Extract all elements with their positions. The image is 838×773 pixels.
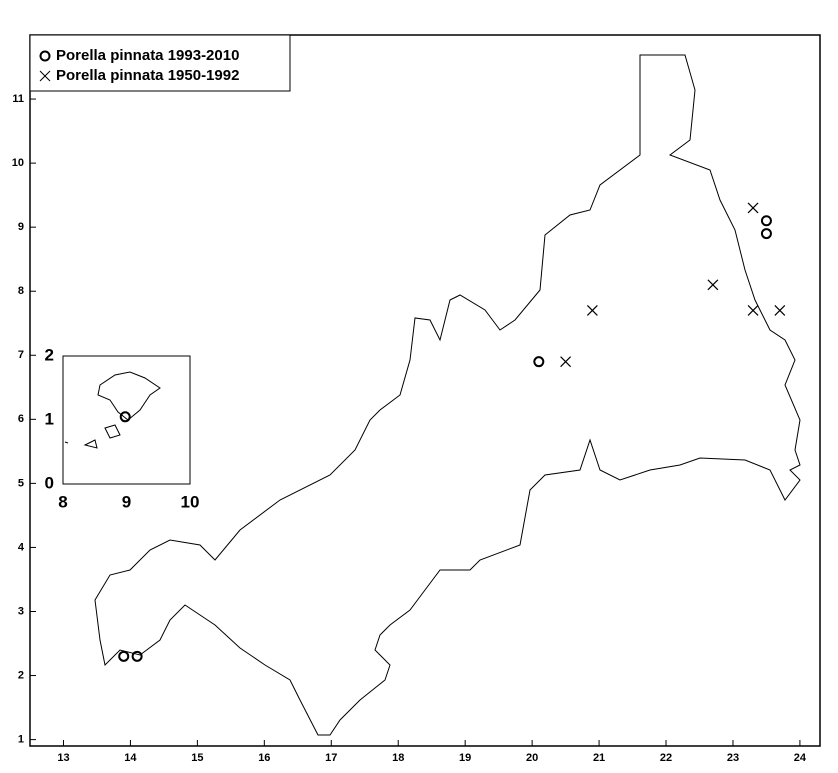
y-tick-label: 1: [18, 734, 24, 746]
cross-marker: [747, 202, 759, 214]
x-tick-label: 24: [794, 752, 807, 764]
circle-marker: [118, 650, 130, 662]
x-tick-label: 9: [122, 492, 131, 511]
legend: [29, 34, 291, 92]
y-tick-label: 2: [45, 345, 54, 364]
inset-islands: [64, 371, 161, 449]
x-tick-label: 18: [392, 752, 404, 764]
x-tick-label: 22: [660, 752, 672, 764]
y-tick-label: 6: [18, 413, 24, 425]
y-tick-label: 11: [12, 93, 24, 105]
y-tick-label: 3: [18, 605, 24, 617]
circle-marker: [760, 215, 772, 227]
y-tick-label: 2: [18, 669, 24, 681]
y-tick-label: 0: [45, 473, 54, 492]
x-tick-label: 16: [258, 752, 270, 764]
y-tick-label: 7: [18, 349, 24, 361]
x-tick-label: 10: [181, 492, 200, 511]
x-tick-label: 19: [459, 752, 471, 764]
x-tick-label: 23: [727, 752, 739, 764]
y-tick-label: 9: [18, 221, 24, 233]
cross-marker: [747, 305, 759, 316]
x-tick-label: 8: [58, 492, 67, 511]
cross-marker: [560, 356, 572, 368]
y-tick-label: 5: [18, 477, 24, 489]
circle-marker: [760, 228, 772, 240]
y-tick-label: 4: [18, 541, 25, 553]
x-tick-label: 21: [593, 752, 605, 764]
legend-marker: [39, 50, 51, 62]
x-tick-label: 14: [124, 752, 137, 764]
legend-marker: [39, 70, 51, 82]
coastline: [94, 54, 801, 736]
circle-marker: [533, 356, 545, 368]
cross-marker: [707, 279, 719, 291]
inset-frame: [62, 355, 191, 485]
y-tick-label: 1: [45, 409, 54, 428]
y-tick-label: 8: [18, 285, 24, 297]
y-tick-label: 10: [12, 157, 24, 169]
cross-marker: [774, 305, 786, 316]
circle-marker: [131, 650, 143, 662]
x-tick-label: 13: [57, 752, 69, 764]
cross-marker: [586, 305, 598, 316]
x-tick-label: 17: [325, 752, 337, 764]
frame: [29, 34, 821, 747]
x-tick-label: 15: [191, 752, 203, 764]
circle-marker: [119, 411, 131, 423]
legend-label: Porella pinnata 1993-2010: [56, 47, 239, 64]
x-tick-label: 20: [526, 752, 538, 764]
legend-label: Porella pinnata 1950-1992: [56, 67, 239, 84]
